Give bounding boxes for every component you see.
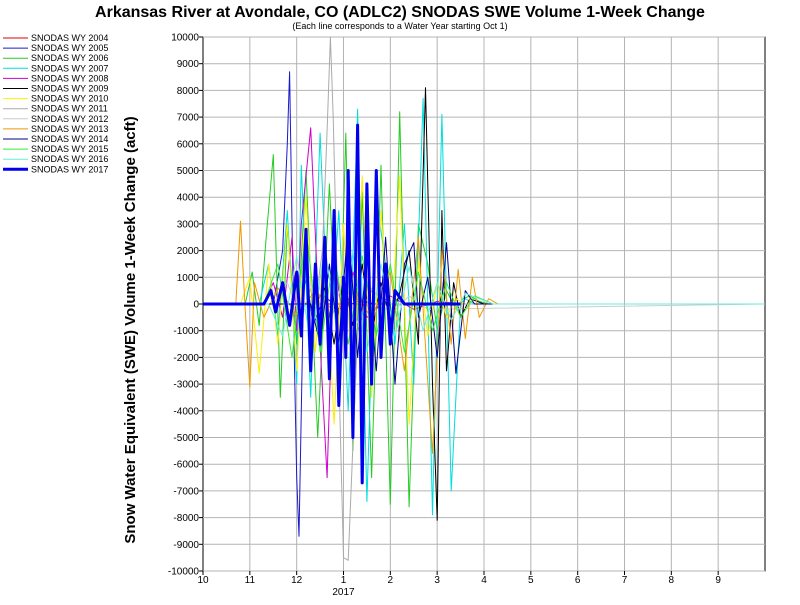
legend-label-snodas-wy-2014: SNODAS WY 2014	[31, 134, 108, 144]
y-tick-label: 8000	[177, 86, 200, 97]
y-tick-label: 7000	[177, 113, 200, 124]
series-line-snodas-wy-2013	[203, 220, 765, 454]
x-tick-label: 10	[197, 575, 209, 586]
x-tick-label: 11	[245, 575, 256, 586]
y-tick-label: -4000	[173, 406, 199, 417]
series-line-snodas-wy-2006	[203, 111, 765, 508]
series-line-snodas-wy-2017	[203, 123, 461, 485]
series-line-snodas-wy-2015	[203, 228, 765, 358]
x-tick-label: 4	[481, 575, 487, 586]
legend-label-snodas-wy-2006: SNODAS WY 2006	[31, 53, 108, 63]
y-tick-label: -5000	[173, 433, 199, 444]
series-line-snodas-wy-2016	[203, 244, 765, 353]
y-tick-label: 1000	[177, 273, 200, 284]
x-tick-label: 8	[669, 575, 675, 586]
series-line-snodas-wy-2008	[203, 127, 765, 479]
series-line-snodas-wy-2005	[203, 71, 765, 537]
legend-label-snodas-wy-2012: SNODAS WY 2012	[31, 114, 108, 124]
y-tick-label: -1000	[173, 326, 199, 337]
y-tick-label: -7000	[173, 486, 199, 497]
x-tick-label: 12	[291, 575, 303, 586]
x-tick-label: 2	[388, 575, 394, 586]
x-year-label: 2017	[332, 587, 355, 598]
y-tick-label: 9000	[177, 59, 200, 70]
x-tick-label: 3	[434, 575, 440, 586]
plot-area: -10000-9000-8000-7000-6000-5000-4000-300…	[168, 33, 766, 598]
series-group	[203, 37, 765, 561]
x-tick-label: 1	[341, 575, 347, 586]
legend-label-snodas-wy-2013: SNODAS WY 2013	[31, 124, 108, 134]
y-tick-label: -3000	[173, 380, 199, 391]
legend-label-snodas-wy-2004: SNODAS WY 2004	[31, 33, 108, 43]
y-tick-label: -6000	[173, 460, 199, 471]
y-tick-label: 3000	[177, 219, 200, 230]
x-tick-label: 6	[575, 575, 581, 586]
y-tick-label: 0	[193, 300, 199, 311]
chart-title: Arkansas River at Avondale, CO (ADLC2) S…	[95, 4, 705, 21]
legend-label-snodas-wy-2005: SNODAS WY 2005	[31, 43, 108, 53]
y-tick-label: -9000	[173, 540, 199, 551]
legend-label-snodas-wy-2008: SNODAS WY 2008	[31, 73, 108, 83]
y-tick-label: -2000	[173, 353, 199, 364]
y-axis-label: Snow Water Equivalent (SWE) Volume 1-Wee…	[122, 116, 139, 543]
y-tick-label: 2000	[177, 246, 200, 257]
legend-label-snodas-wy-2011: SNODAS WY 2011	[31, 104, 108, 114]
y-tick-label: 10000	[171, 33, 199, 44]
legend-label-snodas-wy-2007: SNODAS WY 2007	[31, 63, 108, 73]
y-tick-label: 4000	[177, 193, 200, 204]
y-tick-label: -8000	[173, 513, 199, 524]
y-tick-label: -10000	[168, 567, 200, 578]
x-tick-label: 9	[715, 575, 721, 586]
y-tick-label: 6000	[177, 139, 200, 150]
legend-label-snodas-wy-2009: SNODAS WY 2009	[31, 84, 108, 94]
chart-subtitle: (Each line corresponds to a Water Year s…	[292, 21, 507, 31]
legend-label-snodas-wy-2017: SNODAS WY 2017	[31, 164, 108, 174]
x-tick-label: 7	[622, 575, 628, 586]
x-tick-label: 5	[528, 575, 534, 586]
legend-label-snodas-wy-2015: SNODAS WY 2015	[31, 144, 108, 154]
legend-label-snodas-wy-2016: SNODAS WY 2016	[31, 154, 108, 164]
y-tick-label: 5000	[177, 166, 200, 177]
legend-label-snodas-wy-2010: SNODAS WY 2010	[31, 94, 108, 104]
